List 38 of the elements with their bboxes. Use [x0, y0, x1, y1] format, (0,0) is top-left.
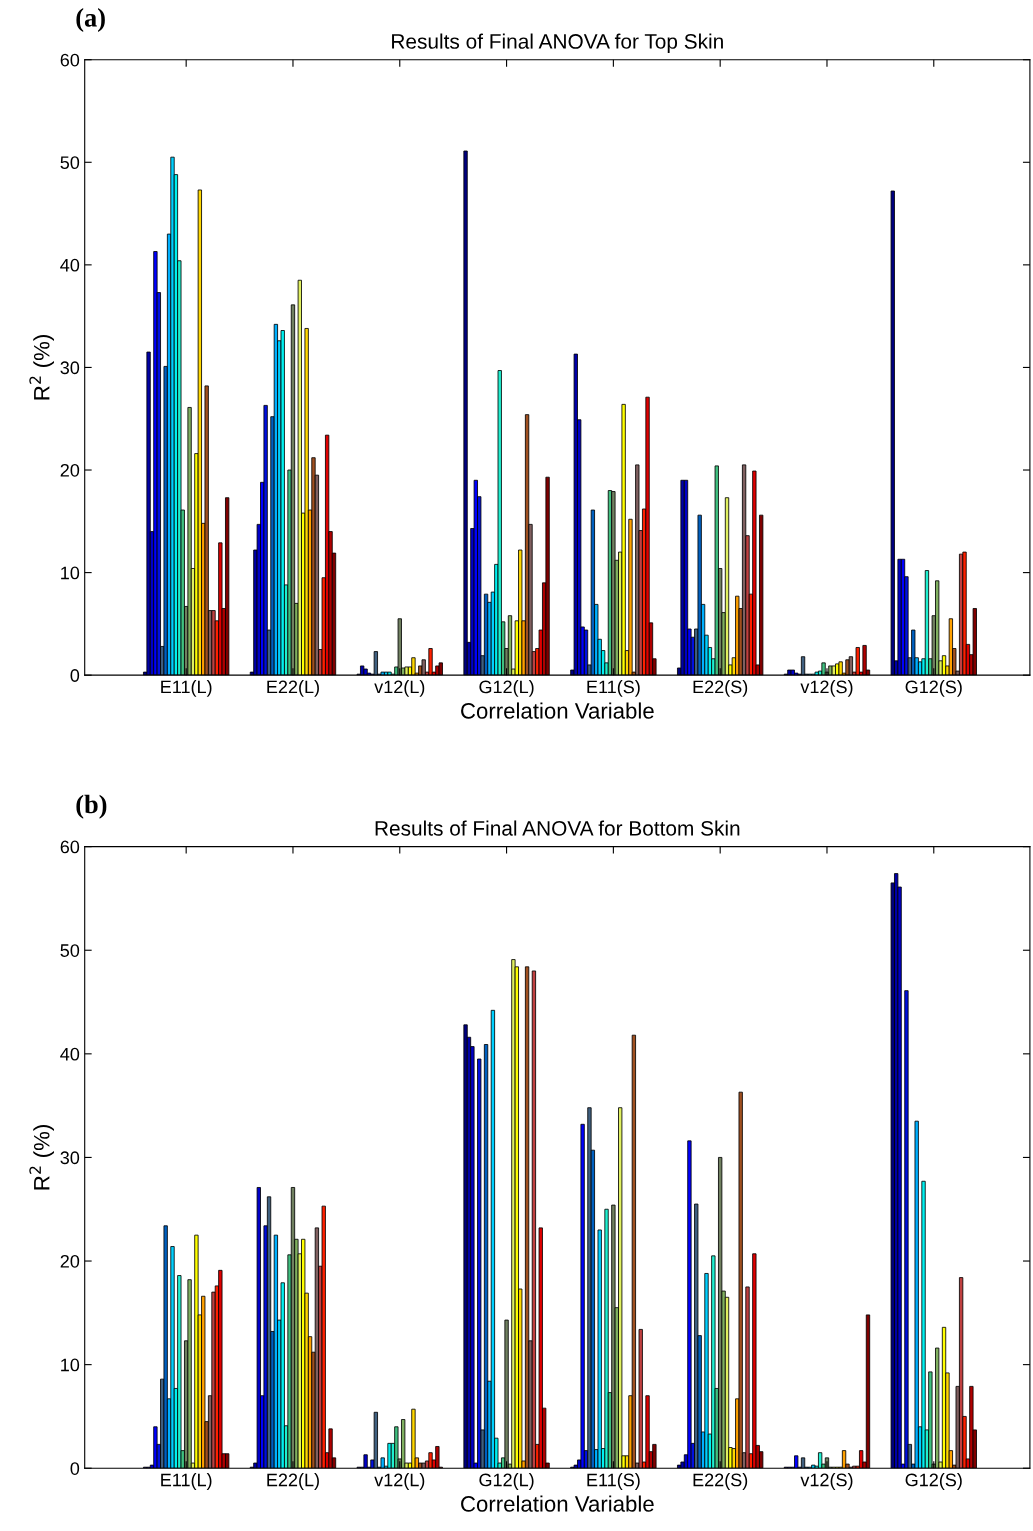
y-tick-label: 40 [60, 1047, 80, 1061]
x-tick-label: E22(L) [267, 1473, 319, 1490]
y-tick-label: 50 [60, 944, 80, 957]
y-tick-label: 40 [60, 258, 80, 272]
x-tick-label: v12(S) [800, 1473, 853, 1490]
x-axis-title: Correlation Variable [461, 1495, 654, 1512]
x-tick-label: E11(L) [161, 1473, 212, 1490]
y-tick-label: 60 [60, 840, 80, 854]
x-tick-label: G12(L) [479, 680, 534, 697]
x-tick-label: v12(L) [374, 680, 425, 697]
y-axis-title: R$^{2}$ (%) [29, 335, 54, 400]
y-tick-label: 20 [60, 463, 80, 477]
x-tick-label: E22(L) [267, 680, 319, 697]
y-tick-label: 30 [60, 361, 80, 375]
y-tick-label: 10 [61, 1358, 80, 1372]
y-axis-title: R$^{2}$ (%) [29, 1125, 54, 1190]
chart-title: Results of Final ANOVA for Top Skin [392, 33, 723, 53]
x-tick-label: v12(L) [374, 1473, 425, 1490]
x-tick-label: G12(S) [905, 1473, 962, 1490]
x-tick-label: G12(L) [479, 1473, 534, 1490]
x-tick-label: G12(S) [905, 680, 962, 697]
y-tick-label: 30 [60, 1151, 80, 1165]
y-tick-label: 0 [70, 1462, 80, 1475]
y-tick-label: 0 [70, 669, 80, 682]
x-tick-label: v12(S) [800, 680, 853, 697]
y-tick-label: 50 [60, 156, 80, 170]
x-axis-title: Correlation Variable [461, 702, 654, 719]
text: (b) [76, 794, 107, 819]
chart-title: Results of Final ANOVA for Bottom Skin [375, 820, 740, 836]
x-tick-label: E11(S) [587, 1473, 640, 1490]
y-tick-label: 60 [60, 53, 80, 67]
text: (a) [76, 8, 105, 33]
x-tick-label: E22(S) [693, 1473, 748, 1490]
x-tick-label: E11(S) [587, 680, 640, 697]
y-tick-label: 10 [61, 566, 80, 580]
x-tick-label: E22(S) [693, 680, 748, 697]
y-tick-label: 20 [60, 1254, 80, 1268]
x-tick-label: E11(L) [161, 680, 212, 697]
